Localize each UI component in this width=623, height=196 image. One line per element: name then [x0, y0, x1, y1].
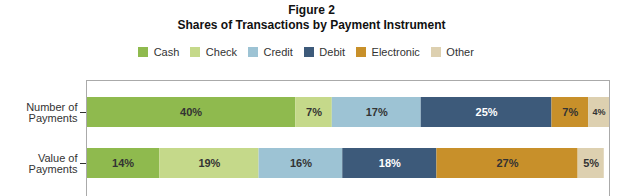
svg-text:18%: 18% — [379, 157, 401, 169]
svg-text:7%: 7% — [306, 106, 322, 118]
svg-text:14%: 14% — [112, 157, 134, 169]
html-text:Other: Other — [446, 45, 474, 58]
svg-text:40%: 40% — [180, 106, 202, 118]
html-text:Cash: Cash — [153, 45, 180, 58]
svg-text:7%: 7% — [562, 106, 578, 118]
svg-text:5%: 5% — [583, 157, 599, 169]
svg-text:4%: 4% — [593, 107, 606, 117]
svg-text:27%: 27% — [496, 157, 518, 169]
svg-text:Value ofPayments: Value ofPayments — [29, 151, 79, 174]
svg-text:17%: 17% — [366, 106, 388, 118]
html-text:Electronic: Electronic — [371, 45, 420, 58]
html-text:Debit: Debit — [319, 45, 345, 58]
svg-text:16%: 16% — [290, 157, 312, 169]
svg-text:Number ofPayments: Number ofPayments — [26, 100, 78, 123]
html-text:Shares of Transactions by Paym: Shares of Transactions by Payment Instru… — [177, 18, 446, 32]
html-text:Check: Check — [205, 45, 237, 58]
svg-text:25%: 25% — [476, 106, 498, 118]
html-text:Figure 2: Figure 2 — [288, 3, 335, 17]
svg-text:19%: 19% — [198, 157, 220, 169]
html-text:Credit: Credit — [263, 45, 293, 58]
